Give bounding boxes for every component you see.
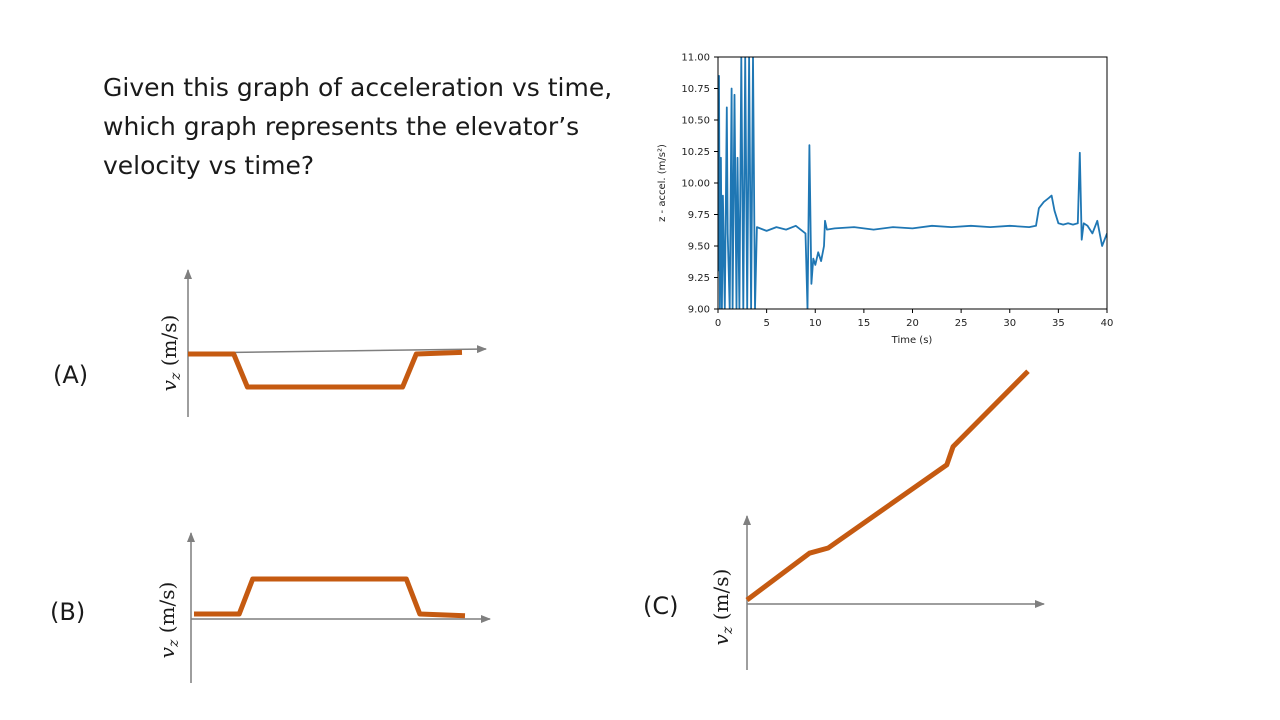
x-tick-group: 0 5 10 15 20 25 30 35 40 (715, 309, 1114, 329)
option-a-velocity-line (188, 349, 463, 390)
option-c-graph[interactable]: vz (m/s) (709, 369, 1045, 670)
z-subscript: z (168, 372, 184, 381)
question-line-2: which graph represents the elevator’s (103, 112, 580, 141)
option-c-velocity-line (745, 369, 1030, 603)
y-axis-title: z - accel. (m/s²) (657, 144, 668, 222)
y-tick-label: 10.00 (681, 179, 710, 190)
option-c-label: (C) (643, 592, 679, 620)
acceleration-series (718, 57, 1107, 309)
option-c-axis-label: vz (m/s) (709, 569, 736, 646)
x-tick-label: 40 (1101, 318, 1114, 329)
y-tick-label: 9.00 (688, 305, 710, 316)
option-a-x-axis (187, 345, 487, 354)
x-tick-label: 25 (955, 318, 968, 329)
y-tick-label: 11.00 (681, 53, 710, 64)
y-tick-label: 10.50 (681, 116, 710, 127)
x-tick-label: 35 (1052, 318, 1065, 329)
x-tick-label: 5 (763, 318, 769, 329)
question-text: Given this graph of acceleration vs time… (103, 68, 643, 185)
option-a-label: (A) (53, 361, 89, 389)
option-b-graph[interactable]: vz (m/s) (155, 532, 491, 683)
acceleration-chart: 0 5 10 15 20 25 30 35 40 9.00 9.25 9.50 9.75 10.00 10… (657, 53, 1113, 347)
option-a-graph[interactable]: vz (m/s) (157, 269, 487, 417)
accel-data-line (718, 57, 1107, 309)
unit-text: (m/s) (155, 582, 179, 640)
y-tick-label: 10.75 (681, 84, 710, 95)
z-subscript: z (720, 626, 736, 635)
y-tick-label: 9.50 (688, 242, 710, 253)
unit-text: (m/s) (709, 569, 733, 627)
x-tick-label: 0 (715, 318, 721, 329)
unit-text: (m/s) (157, 315, 181, 373)
plot-frame (717, 56, 1108, 310)
y-tick-label: 10.25 (681, 147, 710, 158)
z-subscript: z (166, 639, 182, 648)
y-tick-label: 9.75 (688, 210, 710, 221)
x-tick-label: 20 (906, 318, 919, 329)
y-tick-label: 9.25 (688, 273, 710, 284)
x-tick-label: 30 (1003, 318, 1016, 329)
option-b-label: (B) (50, 598, 86, 626)
x-tick-label: 15 (858, 318, 871, 329)
option-b-axis-label: vz (m/s) (155, 582, 182, 659)
x-tick-label: 10 (809, 318, 822, 329)
v-symbol: v (709, 633, 733, 645)
option-b-velocity-line (194, 576, 466, 619)
question-line-3: velocity vs time? (103, 151, 315, 180)
y-tick-group: 9.00 9.25 9.50 9.75 10.00 10.25 10.50 10.75 11.0… (681, 53, 718, 316)
x-axis-title: Time (s) (891, 335, 933, 346)
v-symbol: v (155, 646, 179, 658)
option-a-axis-label: vz (m/s) (157, 315, 184, 392)
v-symbol: v (157, 379, 181, 391)
question-line-1: Given this graph of acceleration vs time… (103, 73, 613, 102)
